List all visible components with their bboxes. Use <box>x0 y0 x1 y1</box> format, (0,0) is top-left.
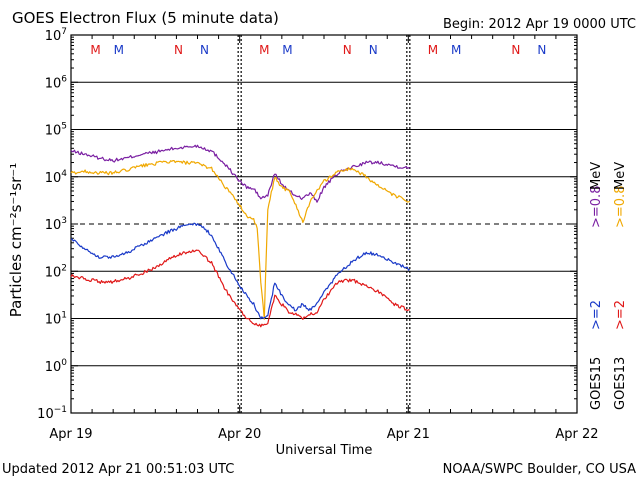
data-source: NOAA/SWPC Boulder, CO USA <box>443 462 636 477</box>
axis-ticks <box>70 34 578 414</box>
legend-entry: >=2 <box>589 300 604 330</box>
x-tick-labels: Apr 19 Apr 20 Apr 21 Apr 22 <box>49 427 598 442</box>
marker-n: N <box>537 43 546 57</box>
series-line-goes15-0.8 <box>70 144 411 203</box>
gridlines <box>71 81 577 367</box>
series-line-goes13-2 <box>70 249 410 328</box>
y-axis-label: Particles cm⁻²s⁻¹sr⁻¹ <box>7 163 25 317</box>
marker-m: M <box>282 43 292 57</box>
marker-m: M <box>259 43 269 57</box>
marker-m: M <box>428 43 438 57</box>
legend-unit: MeV <box>589 162 604 190</box>
series-lines <box>70 144 411 328</box>
begin-date: Begin: 2012 Apr 19 0000 UTC <box>443 17 636 32</box>
legend: GOES15 GOES13 >=0.8 >=0.8 >=2 >=2 MeV MeV <box>589 162 628 410</box>
legend-satellite: GOES15 <box>589 357 604 410</box>
chart-title: GOES Electron Flux (5 minute data) <box>12 9 279 27</box>
updated-timestamp: Updated 2012 Apr 21 00:51:03 UTC <box>2 462 234 477</box>
marker-n: N <box>343 43 352 57</box>
marker-n: N <box>174 43 183 57</box>
marker-n: N <box>369 43 378 57</box>
marker-m: M <box>114 43 124 57</box>
legend-entry: >=2 <box>613 300 628 330</box>
x-tick-label: Apr 19 <box>49 427 92 442</box>
marker-n: N <box>511 43 520 57</box>
x-tick-label: Apr 21 <box>387 427 430 442</box>
series-line-goes15-2 <box>70 222 411 320</box>
x-axis-label: Universal Time <box>276 443 373 458</box>
legend-entry: >=0.8 <box>589 186 604 228</box>
legend-unit: MeV <box>613 162 628 190</box>
marker-m: M <box>90 43 100 57</box>
marker-m: M <box>451 43 461 57</box>
series-line-goes13-0.8 <box>70 160 410 320</box>
legend-entry: >=0.8 <box>613 186 628 228</box>
day-separators <box>237 35 411 413</box>
x-tick-label: Apr 20 <box>218 427 261 442</box>
marker-n: N <box>200 43 209 57</box>
legend-satellite: GOES13 <box>613 357 628 410</box>
x-tick-label: Apr 22 <box>555 427 598 442</box>
